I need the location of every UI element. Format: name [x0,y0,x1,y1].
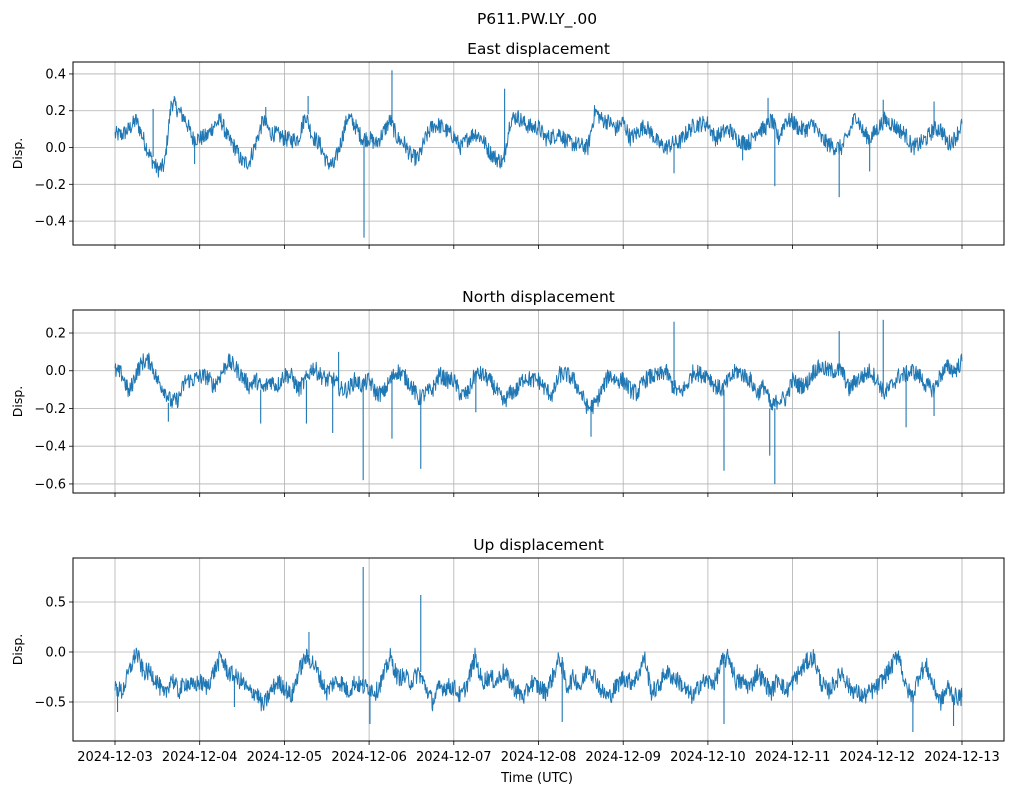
y-tick-label: 0.2 [45,327,66,342]
x-tick-label: 2024-12-05 [247,750,323,765]
y-tick-label: −0.2 [34,178,66,193]
east-y-axis-label: Disp. [10,138,25,170]
axes-frame [72,309,1005,494]
y-tick-label: 0.5 [45,596,66,611]
x-tick-label: 2024-12-13 [924,750,1000,765]
up-y-axis-label: Disp. [10,634,25,666]
east-panel-title: East displacement [467,40,610,58]
north-series-line [114,352,963,415]
x-tick-label: 2024-12-09 [585,750,661,765]
axes-frame [72,557,1005,742]
figure-title: P611.PW.LY_.00 [477,10,597,29]
x-tick-label: 2024-12-11 [755,750,831,765]
x-tick-label: 2024-12-03 [77,750,153,765]
x-tick-label: 2024-12-10 [670,750,746,765]
x-axis-label: Time (UTC) [500,771,573,786]
y-tick-label: −0.6 [34,477,66,492]
x-tick-label: 2024-12-12 [840,750,916,765]
east-panel: 0.4 0.2 0.0 −0.2 −0.4 East displacement Disp. [10,40,1005,249]
y-tick-label: 0.0 [45,646,66,661]
y-tick-label: −0.4 [34,215,66,230]
y-tick-label: 0.4 [45,67,66,82]
y-tick-label: −0.2 [34,402,66,417]
axes-frame [72,61,1005,246]
x-tick-label: 2024-12-08 [501,750,577,765]
x-tick-label: 2024-12-06 [331,750,407,765]
up-panel-title: Up displacement [473,536,604,554]
north-panel-title: North displacement [462,288,615,306]
x-tick-label: 2024-12-04 [162,750,238,765]
y-tick-label: 0.0 [45,141,66,156]
y-tick-label: −0.4 [34,440,66,455]
y-tick-label: 0.0 [45,364,66,379]
up-series-line [114,647,963,712]
x-tick-label: 2024-12-07 [416,750,492,765]
up-panel: 2024-12-03 2024-12-04 2024-12-05 2024-12-06… [10,536,1005,765]
north-panel: 0.2 0.0 −0.2 −0.4 −0.6 North displacement Disp… [10,288,1005,497]
y-tick-label: 0.2 [45,104,66,119]
y-tick-label: −0.5 [34,696,66,711]
north-y-axis-label: Disp. [10,386,25,418]
east-series-line [114,97,963,178]
